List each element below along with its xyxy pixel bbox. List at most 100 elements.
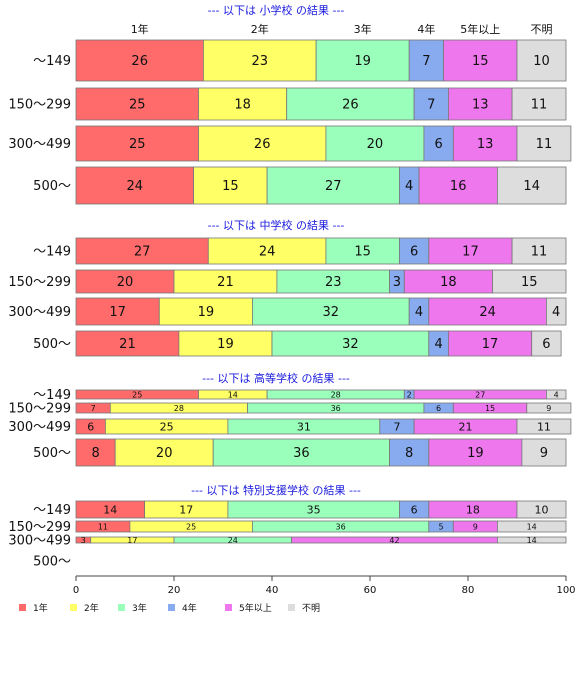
group-title-2: --- 以下は 高等学校 の結果 ---: [202, 371, 350, 385]
category-label-2-1: 150～299: [8, 402, 71, 417]
bar-value-1-1-0: 20: [117, 275, 134, 290]
category-label-2-0: ～149: [33, 388, 71, 403]
bar-value-2-3-2: 36: [293, 446, 310, 461]
bar-segment-0-0-1: [202, 39, 317, 82]
column-header-1: 2年: [251, 22, 269, 36]
bar-value-1-1-3: 3: [393, 275, 401, 290]
bar-value-0-2-3: 6: [434, 137, 442, 152]
bar-value-2-1-4: 15: [485, 404, 495, 413]
bar-value-2-3-3: 8: [405, 446, 413, 461]
bar-value-3-1-3: 5: [439, 522, 444, 531]
bar-value-0-1-0: 25: [129, 98, 146, 113]
bar-segment-2-3-0: [75, 438, 116, 467]
bar-segment-0-2-3: [423, 125, 454, 162]
legend-swatch-1: [70, 604, 77, 611]
bar-value-3-1-0: 11: [98, 522, 108, 531]
bar-value-2-2-1: 25: [160, 420, 174, 433]
bar-value-3-1-4: 9: [473, 522, 478, 531]
bar-value-2-2-0: 6: [87, 420, 94, 433]
bar-segment-0-0-5: [516, 39, 567, 82]
bar-value-2-0-2: 28: [331, 390, 341, 399]
bar-value-2-1-3: 6: [436, 404, 441, 413]
category-label-0-1: 150～299: [8, 98, 71, 113]
bar-value-0-1-5: 11: [531, 98, 548, 113]
bar-value-0-1-1: 18: [234, 98, 251, 113]
bar-segment-1-0-5: [511, 237, 567, 265]
bar-segment-2-3-4: [428, 438, 523, 467]
bar-value-2-3-1: 20: [156, 446, 173, 461]
bar-segment-0-2-1: [198, 125, 327, 162]
bar-value-0-3-0: 24: [127, 179, 144, 194]
x-tick-label-3: 60: [364, 585, 377, 596]
category-label-0-3: 500～: [33, 179, 71, 194]
bar-value-1-3-1: 19: [217, 337, 234, 352]
bar-value-3-0-5: 10: [535, 503, 549, 516]
bar-value-1-3-3: 4: [434, 337, 442, 352]
bar-segment-0-2-0: [75, 125, 199, 162]
legend-label-3: 4年: [182, 602, 197, 614]
legend-swatch-2: [118, 604, 125, 611]
bar-segment-1-3-5: [531, 330, 562, 357]
bar-segment-3-1-5: [496, 520, 567, 533]
bar-segment-3-0-5: [516, 500, 567, 519]
bar-value-2-0-1: 14: [228, 390, 238, 399]
bar-value-1-2-0: 17: [109, 305, 126, 320]
bar-segment-0-1-0: [75, 87, 199, 121]
category-label-0-0: ～149: [33, 54, 71, 69]
bar-segment-0-1-5: [511, 87, 567, 121]
bar-value-2-1-0: 7: [91, 404, 96, 413]
legend-swatch-5: [288, 604, 295, 611]
bar-value-1-1-1: 21: [217, 275, 234, 290]
bar-value-3-2-2: 24: [228, 536, 238, 545]
bar-value-0-0-3: 7: [422, 54, 430, 69]
legend-swatch-4: [225, 604, 232, 611]
bar-segment-1-0-1: [207, 237, 327, 265]
bar-value-2-2-3: 7: [393, 420, 400, 433]
column-header-0: 1年: [131, 22, 149, 36]
category-label-3-0: ～149: [33, 503, 71, 518]
bar-segment-0-1-3: [413, 87, 449, 121]
bar-segment-2-3-3: [389, 438, 430, 467]
bar-segment-0-3-1: [193, 166, 268, 205]
bar-segment-0-0-4: [443, 39, 518, 82]
column-header-4: 5年以上: [460, 22, 500, 36]
category-label-3-2: 300～499: [8, 534, 71, 549]
bar-value-0-2-5: 11: [536, 137, 553, 152]
category-label-2-2: 300～499: [8, 420, 71, 435]
category-label-1-2: 300～499: [8, 305, 71, 320]
bar-value-2-1-1: 28: [174, 404, 184, 413]
bar-value-1-0-3: 6: [410, 245, 418, 260]
bar-value-1-3-2: 32: [342, 337, 359, 352]
legend-label-0: 1年: [33, 602, 48, 614]
x-tick-label-2: 40: [266, 585, 279, 596]
legend-label-5: 不明: [302, 603, 320, 614]
bar-segment-2-0-5: [546, 389, 567, 400]
bar-value-0-1-4: 13: [472, 98, 489, 113]
category-label-2-3: 500～: [33, 446, 71, 461]
legend-label-1: 2年: [84, 602, 99, 614]
bar-segment-0-0-0: [75, 39, 204, 82]
bar-value-1-2-1: 19: [198, 305, 215, 320]
bar-segment-1-2-4: [428, 297, 547, 326]
bar-value-1-1-4: 18: [440, 275, 457, 290]
bar-value-1-2-5: 4: [552, 305, 560, 320]
group-title-1: --- 以下は 中学校 の結果 ---: [208, 218, 345, 232]
bar-segment-2-3-5: [521, 438, 567, 467]
legend-label-2: 3年: [132, 602, 147, 614]
bar-value-0-0-5: 10: [533, 54, 550, 69]
bar-segment-0-2-5: [516, 125, 572, 162]
category-label-1-3: 500～: [33, 337, 71, 352]
category-label-3-1: 150～299: [8, 520, 71, 535]
bar-value-2-2-4: 21: [459, 420, 473, 433]
bar-segment-1-3-0: [75, 330, 180, 357]
bar-value-2-3-5: 9: [540, 446, 548, 461]
bar-value-1-3-4: 17: [482, 337, 499, 352]
bar-value-0-2-4: 13: [477, 137, 494, 152]
bar-value-0-3-2: 27: [325, 179, 342, 194]
x-tick-label-5: 100: [556, 585, 575, 596]
bar-value-1-2-2: 32: [323, 305, 340, 320]
bar-segment-2-1-5: [526, 402, 572, 414]
bar-segment-2-3-2: [212, 438, 390, 467]
bar-value-1-1-5: 15: [521, 275, 538, 290]
